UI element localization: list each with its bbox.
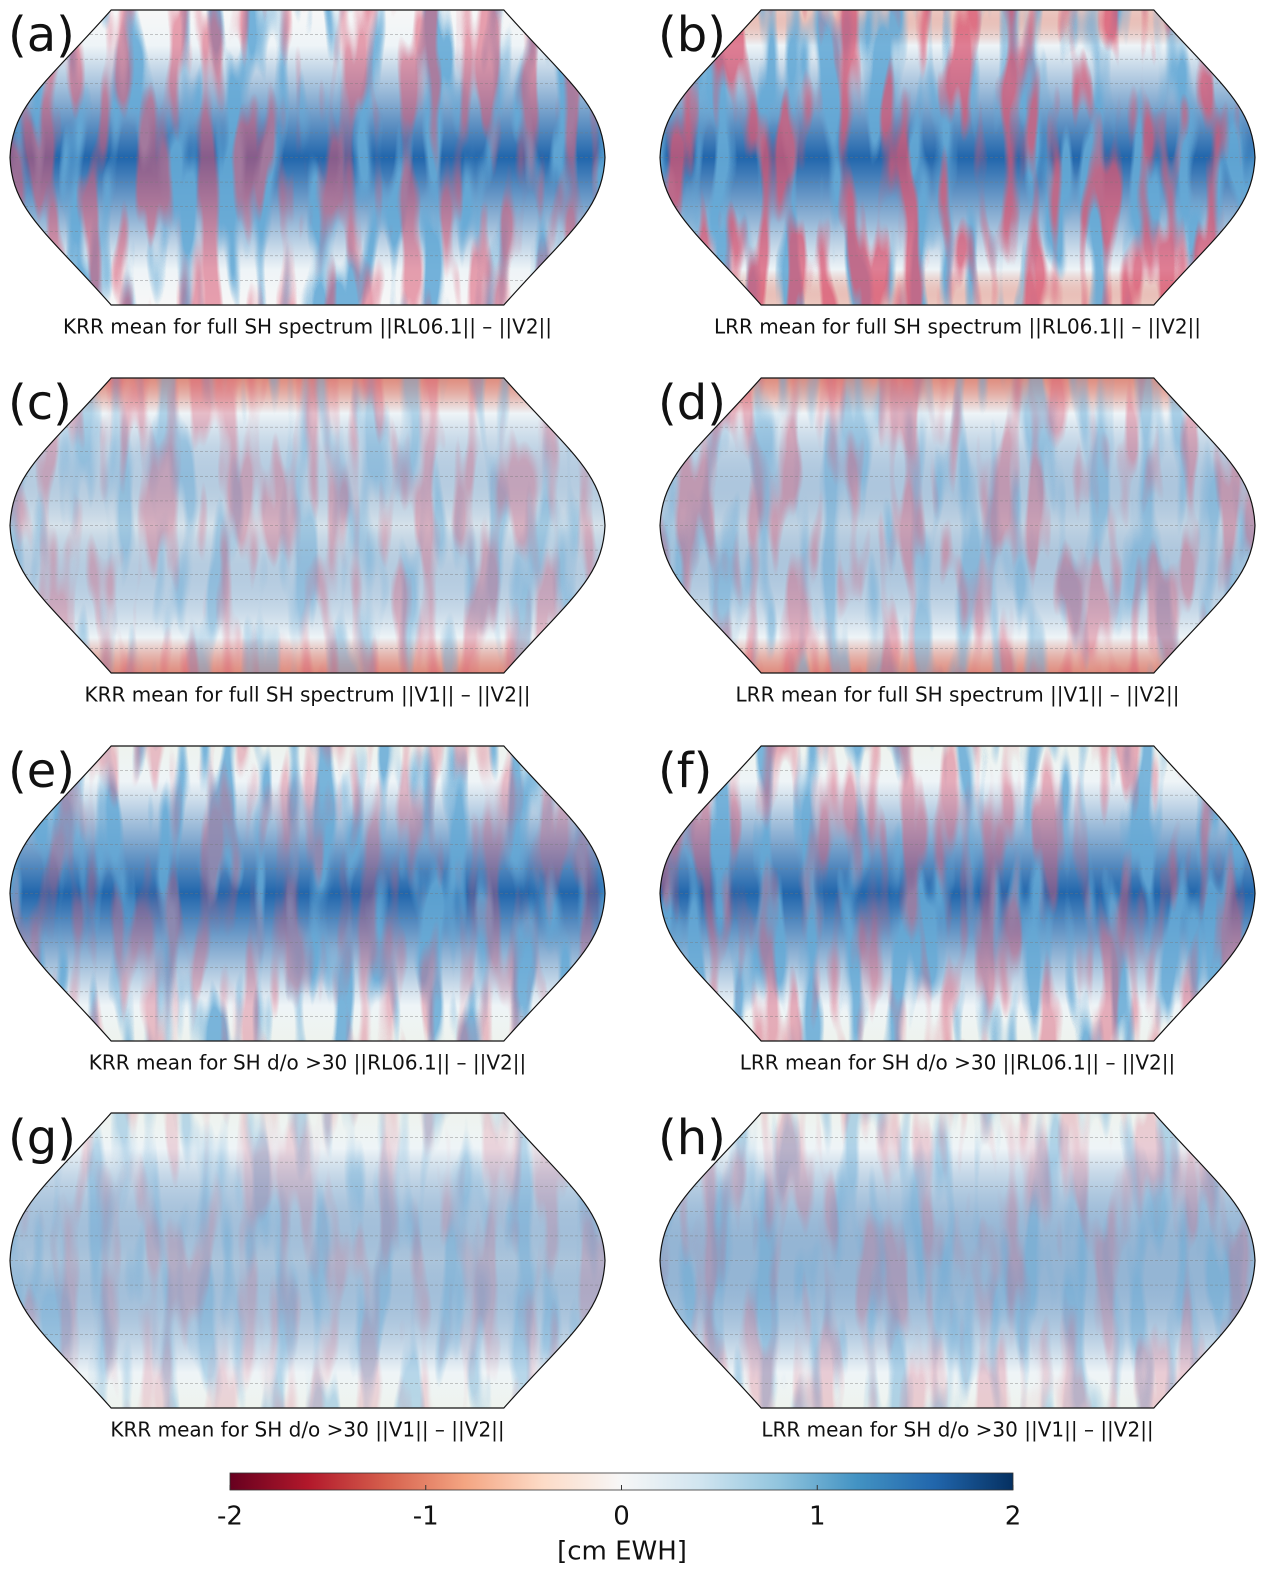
panel-label: (d)	[658, 375, 726, 431]
panel-label: (c)	[8, 375, 72, 431]
map-outline	[9, 9, 606, 306]
panel-caption: LRR mean for full SH spectrum ||V1|| – |…	[736, 683, 1180, 707]
colorbar-label: [cm EWH]	[557, 1537, 687, 1567]
map	[10, 1113, 605, 1408]
map	[660, 10, 1255, 305]
map	[660, 378, 1255, 673]
panel-caption: KRR mean for full SH spectrum ||V1|| – |…	[85, 683, 531, 707]
map	[660, 746, 1255, 1041]
colorbar-tick-label: 2	[1005, 1502, 1022, 1532]
map	[660, 1113, 1255, 1408]
panel-caption: KRR mean for SH d/o >30 ||V1|| – ||V2||	[110, 1418, 504, 1442]
panel-label: (f)	[658, 743, 712, 799]
panel-label: (h)	[658, 1110, 726, 1166]
panel-caption: LRR mean for SH d/o >30 ||RL06.1|| – ||V…	[740, 1051, 1176, 1075]
map	[10, 10, 605, 305]
panel-caption: KRR mean for SH d/o >30 ||RL06.1|| – ||V…	[89, 1051, 526, 1075]
panel-label: (b)	[658, 7, 726, 63]
panel-label: (g)	[8, 1110, 76, 1166]
map-outline	[9, 377, 606, 674]
map-outline	[9, 745, 606, 1042]
map-outline	[9, 1112, 606, 1409]
map	[10, 378, 605, 673]
map-outline	[659, 745, 1256, 1042]
map-outline	[659, 1112, 1256, 1409]
colorbar-tick-label: 0	[613, 1502, 630, 1532]
map-outline	[659, 9, 1256, 306]
map	[10, 746, 605, 1041]
panel-caption: LRR mean for SH d/o >30 ||V1|| – ||V2||	[761, 1418, 1153, 1442]
panel-caption: KRR mean for full SH spectrum ||RL06.1||…	[63, 315, 552, 339]
panel-label: (e)	[8, 743, 75, 799]
colorbar-tick-label: -2	[217, 1502, 243, 1532]
colorbar-tick-label: -1	[413, 1502, 439, 1532]
colorbar-tick-label: 1	[809, 1502, 826, 1532]
panel-caption: LRR mean for full SH spectrum ||RL06.1||…	[714, 315, 1201, 339]
panel-label: (a)	[8, 7, 75, 63]
map-outline	[659, 377, 1256, 674]
